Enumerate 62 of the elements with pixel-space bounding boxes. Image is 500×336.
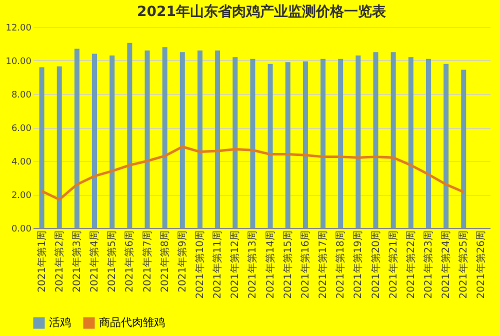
bar [215, 50, 220, 228]
bar [285, 62, 290, 228]
x-tick-label: 2021年第3周 [70, 230, 83, 292]
x-tick-label: 2021年第10周 [194, 230, 206, 299]
x-tick-label: 2021年第18周 [334, 230, 347, 299]
x-tick-label: 2021年第23周 [422, 230, 434, 299]
x-tick-label: 2021年第9周 [176, 230, 188, 292]
bar [302, 61, 308, 228]
y-tick-label: 6.00 [11, 124, 32, 134]
x-tick-label: 2021年第1周 [36, 230, 48, 292]
x-tick-label: 2021年第21周 [387, 230, 400, 299]
bar [250, 58, 256, 228]
x-tick-label: 2021年第24周 [440, 230, 452, 299]
y-tick-label: 0.00 [11, 224, 32, 234]
bar [127, 42, 132, 228]
bar [373, 52, 378, 228]
bar [197, 50, 202, 228]
line-series [40, 146, 465, 201]
x-tick-label: 2021年第8周 [158, 230, 171, 292]
y-tick-label: 8.00 [11, 90, 32, 100]
x-tick-label: 2021年第19周 [352, 230, 364, 299]
y-tick-label: 10.00 [6, 57, 32, 67]
bar [426, 58, 431, 228]
y-tick-label: 2.00 [11, 191, 32, 201]
x-tick-label: 2021年第15周 [282, 230, 294, 299]
x-tick-label: 2021年第20周 [370, 230, 382, 299]
bar [56, 66, 62, 228]
x-tick-label: 2021年第7周 [141, 230, 154, 292]
legend-label: 商品代肉雏鸡 [99, 316, 165, 329]
bar [92, 54, 98, 228]
x-tick-label: 2021年第13周 [246, 230, 259, 299]
bar [180, 52, 185, 228]
x-tick-label: 2021年第16周 [299, 230, 312, 299]
bar [461, 70, 466, 228]
bar [268, 64, 273, 228]
bar [110, 55, 115, 228]
bar [408, 57, 414, 228]
x-tick-label: 2021年第17周 [317, 230, 330, 299]
bar [162, 47, 168, 228]
chart-title: 2021年山东省肉鸡产业监测价格一览表 [137, 3, 387, 20]
bar [356, 55, 361, 228]
x-tick-label: 2021年第14周 [264, 230, 276, 299]
bar [144, 50, 150, 228]
x-tick-label: 2021年第11周 [212, 230, 224, 299]
y-tick-label: 4.00 [11, 158, 32, 168]
x-tick-label: 2021年第5周 [106, 230, 118, 292]
bar [444, 64, 449, 228]
legend-label: 活鸡 [49, 316, 71, 329]
bar [39, 67, 44, 228]
x-tick-label: 2021年第25周 [458, 230, 470, 299]
x-tick-label: 2021年第12周 [229, 230, 242, 299]
x-tick-label: 2021年第4周 [88, 230, 101, 292]
bar [320, 58, 326, 228]
bar [390, 52, 396, 228]
x-tick-label: 2021年第22周 [404, 230, 417, 299]
x-tick-label: 2021年第6周 [124, 230, 136, 292]
x-tick-label: 2021年第26周 [475, 230, 488, 299]
x-tick-label: 2021年第2周 [53, 230, 66, 292]
bar [74, 48, 80, 228]
bar [232, 57, 238, 228]
y-tick-label: 12.00 [6, 24, 32, 34]
bar [338, 58, 344, 228]
